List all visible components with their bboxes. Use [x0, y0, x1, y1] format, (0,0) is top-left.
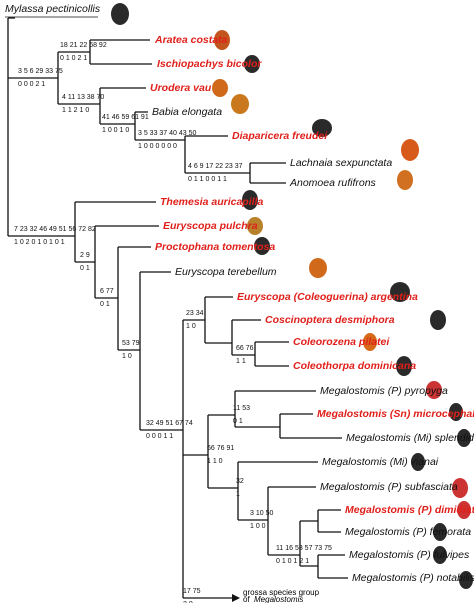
node-states: 1 0 0 0 0 0 0: [138, 143, 177, 150]
node-characters: 3 10 50: [250, 510, 273, 517]
taxon-label: Proctophana tomentosa: [155, 241, 275, 253]
node-states: 0 1 1 0 0 1 1: [188, 176, 227, 183]
taxon-label: Megalostomis (P) pyropyga: [320, 385, 448, 397]
taxon-label: Mylassa pectinicollis: [5, 3, 101, 15]
node-characters: 66 76 91: [207, 445, 234, 452]
taxon-label: Themesia auricapilla: [160, 196, 263, 208]
taxon-label: Megalostomis (Mi) splendida: [346, 432, 474, 444]
node-characters: 53 79: [122, 340, 140, 347]
node-characters: 66 76: [236, 345, 254, 352]
taxon-label: Lachnaia sexpunctata: [290, 157, 392, 169]
taxon-label: Euryscopa terebellum: [175, 266, 277, 278]
node-states: 1 0 0 1 0: [102, 127, 129, 134]
tree-branches: [7, 17, 348, 599]
node-states: 1 0: [186, 323, 196, 330]
node-states: 1 0: [122, 353, 132, 360]
node-characters: 11 16 53 57 73 75: [276, 545, 332, 552]
node-states: 0 1 0 1 2 1: [276, 558, 309, 565]
node-states: 0 1: [233, 418, 243, 425]
node-characters: 17 75: [183, 588, 201, 595]
node-characters: 32 49 51 67 74: [146, 420, 193, 427]
node-states: 0 1: [80, 265, 90, 272]
taxon-label: Coleorozena pilatei: [293, 336, 390, 348]
node-states: 1 1 0: [207, 458, 223, 465]
node-characters: 6 77: [100, 288, 114, 295]
node-characters: 41 46 59 61 91: [102, 114, 149, 121]
taxon-label: Euryscopa pulchra: [163, 220, 258, 232]
taxon-label: Euryscopa (Coleoguerina) argentina: [237, 291, 418, 303]
taxon-label: Babia elongata: [152, 106, 222, 118]
labels: Mylassa pectinicollis Aratea costata Ischi…: [5, 3, 474, 603]
taxon-label: Megalostomis (P) femorata: [345, 526, 471, 538]
node-states: 1 1: [236, 358, 246, 365]
node-states: 2 0: [183, 601, 193, 603]
taxon-label: Coscinoptera desmiphora: [265, 314, 395, 326]
node-states: 0 0 0 2 1: [18, 81, 45, 88]
node-states: 1 1 2 1 0: [62, 107, 89, 114]
taxon-label: Aratea costata: [154, 34, 228, 46]
taxon-label: Diaparicera freudei: [232, 130, 328, 142]
beetle-icons: [111, 3, 473, 589]
node-characters: 32: [236, 478, 244, 485]
taxon-label: Megalostomis (P) subfasciata: [320, 481, 458, 493]
outgroup-note: Megalostomis: [254, 595, 303, 603]
node-states: 0 0 0 1 1: [146, 433, 173, 440]
node-characters: 3 5 33 37 40 43 50: [138, 130, 196, 137]
node-states: 1 0 0: [250, 523, 266, 530]
taxon-label: Urodera vau: [150, 82, 212, 94]
node-states: 1 0 2 0 1 0 1 0 1: [14, 239, 65, 246]
node-characters: 18 21 22 68 92: [60, 42, 107, 49]
node-states: 0 1 0 2 1: [60, 55, 87, 62]
node-characters: 2 9: [80, 252, 90, 259]
taxon-label: Anomoea rufifrons: [289, 177, 377, 189]
node-characters: 7 23 32 46 49 51 56 72 82: [14, 226, 96, 233]
taxon-label: Megalostomis (P) dimidiata: [345, 504, 474, 516]
node-characters: 4 6 9 17 22 23 37: [188, 163, 243, 170]
node-characters: 3 5 6 29 33 75: [18, 68, 63, 75]
node-characters: 11 53: [233, 405, 250, 412]
node-characters: 4 11 13 38 70: [62, 94, 104, 101]
node-states: 1: [236, 491, 240, 498]
taxon-label: Megalostomis (P) fulvipes: [349, 549, 470, 561]
node-states: 0 1: [100, 301, 110, 308]
node-characters: 23 34: [186, 310, 204, 317]
taxon-label: Coleothorpa dominicana: [293, 360, 416, 372]
taxon-label: Megalostomis (Sn) microcephala: [317, 408, 474, 420]
outgroup-note: grossa species group: [243, 588, 320, 597]
taxon-label: Megalostomis (P) notabilis: [352, 572, 474, 584]
taxon-label: Ischiopachys bicolor: [157, 58, 262, 70]
taxon-label: Megalostomis (Mi) vianai: [322, 456, 439, 468]
outgroup-note: of: [243, 595, 250, 603]
arrow-head: [232, 594, 240, 602]
